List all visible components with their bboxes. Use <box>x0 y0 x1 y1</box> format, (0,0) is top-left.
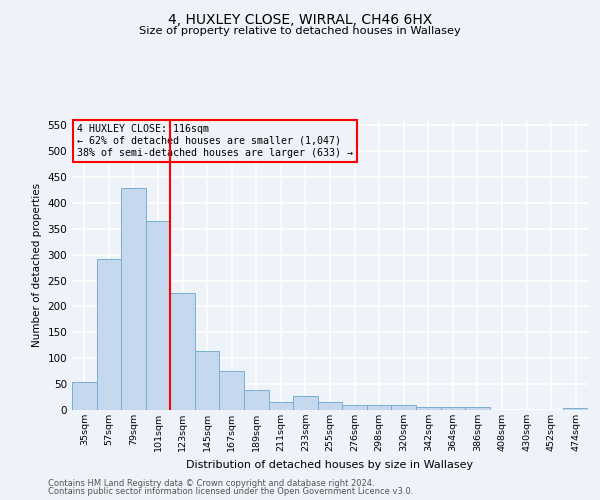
Bar <box>416 408 440 410</box>
Text: Contains HM Land Registry data © Crown copyright and database right 2024.: Contains HM Land Registry data © Crown c… <box>48 478 374 488</box>
Bar <box>293 396 318 410</box>
Bar <box>170 294 195 410</box>
Bar <box>563 408 588 410</box>
Text: Size of property relative to detached houses in Wallasey: Size of property relative to detached ho… <box>139 26 461 36</box>
Bar <box>391 405 416 410</box>
Bar <box>72 382 97 410</box>
Text: Contains public sector information licensed under the Open Government Licence v3: Contains public sector information licen… <box>48 487 413 496</box>
Bar <box>465 408 490 410</box>
Text: 4, HUXLEY CLOSE, WIRRAL, CH46 6HX: 4, HUXLEY CLOSE, WIRRAL, CH46 6HX <box>168 12 432 26</box>
Bar <box>146 221 170 410</box>
Bar <box>342 405 367 410</box>
Bar <box>318 402 342 410</box>
Bar <box>220 371 244 410</box>
Bar <box>195 352 220 410</box>
Bar <box>97 259 121 410</box>
Text: 4 HUXLEY CLOSE: 116sqm
← 62% of detached houses are smaller (1,047)
38% of semi-: 4 HUXLEY CLOSE: 116sqm ← 62% of detached… <box>77 124 353 158</box>
Bar <box>269 402 293 410</box>
X-axis label: Distribution of detached houses by size in Wallasey: Distribution of detached houses by size … <box>187 460 473 469</box>
Bar <box>121 188 146 410</box>
Bar <box>367 405 391 410</box>
Bar <box>244 390 269 410</box>
Bar <box>440 408 465 410</box>
Y-axis label: Number of detached properties: Number of detached properties <box>32 183 42 347</box>
